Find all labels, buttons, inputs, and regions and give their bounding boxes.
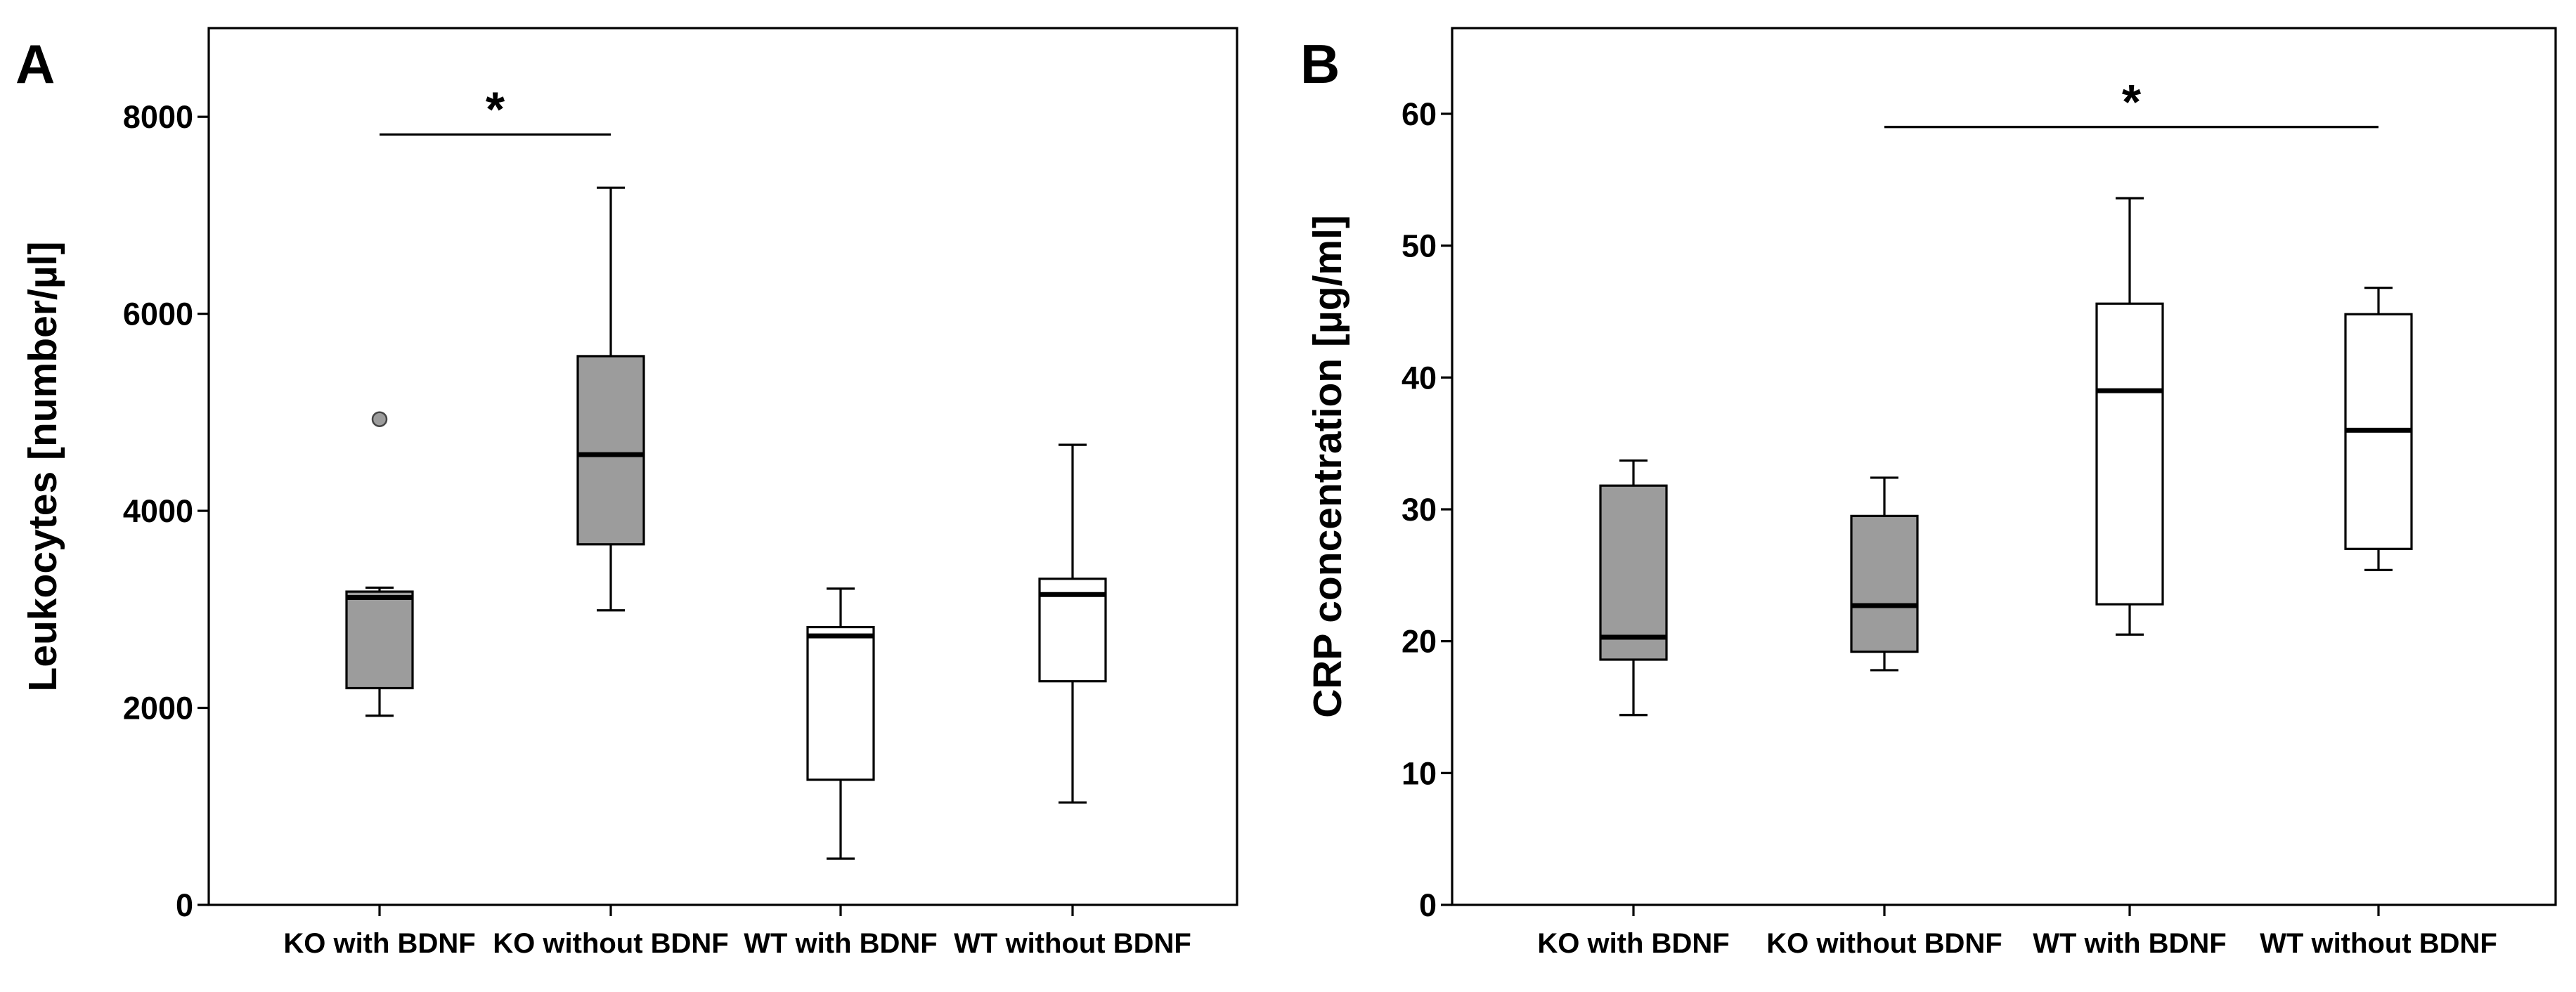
x-tick-label: KO without BDNF	[1766, 928, 2002, 959]
plot-frame	[1451, 27, 2557, 906]
panel-label: A	[15, 33, 55, 95]
box-iqr	[345, 590, 414, 690]
y-tick-label: 0	[1419, 887, 1437, 923]
significance-marker: *	[2122, 74, 2142, 129]
box-2	[1850, 476, 1919, 672]
y-tick-label: 4000	[123, 493, 193, 529]
x-tick-label: KO with BDNF	[283, 928, 475, 959]
x-tick-label: KO without BDNF	[493, 928, 729, 959]
y-tick-label: 2000	[123, 691, 193, 726]
plot-frame	[207, 27, 1238, 906]
box-3	[806, 587, 875, 860]
y-tick-label: 8000	[123, 99, 193, 135]
x-tick-label: WT without BDNF	[954, 928, 1191, 959]
x-tick-label: KO with BDNF	[1537, 928, 1729, 959]
x-tick-label: WT without BDNF	[2260, 928, 2497, 959]
panel-label: B	[1300, 33, 1340, 95]
outlier-point	[371, 411, 388, 427]
panel-b: B CRP concentration [µg/ml] 0 10 20 30 40 50 60 K…	[1300, 27, 2557, 959]
y-tick-label: 6000	[123, 296, 193, 332]
y-axis-title: Leukocytes [number/µl]	[20, 242, 65, 692]
y-tick-label: 10	[1402, 755, 1437, 791]
box-2	[576, 186, 645, 612]
y-tick-label: 0	[176, 887, 193, 923]
y-tick-label: 50	[1402, 228, 1437, 264]
significance-marker: *	[486, 81, 505, 136]
x-tick-label: WT with BDNF	[2033, 928, 2227, 959]
box-1	[345, 411, 414, 717]
y-axis-title: CRP concentration [µg/ml]	[1305, 215, 1350, 718]
box-1	[1599, 459, 1668, 717]
x-tick-label: WT with BDNF	[744, 928, 938, 959]
panel-a: A Leukocytes [number/µl] 0 2000 4000 6000 8000…	[15, 27, 1238, 959]
box-iqr	[1599, 484, 1668, 661]
y-tick-label: 40	[1402, 360, 1437, 396]
box-4	[1038, 443, 1107, 804]
box-4	[2344, 287, 2413, 571]
box-iqr	[806, 625, 875, 781]
box-3	[2095, 197, 2164, 636]
box-iqr	[2095, 302, 2164, 606]
y-tick-label: 30	[1402, 492, 1437, 528]
y-tick-label: 20	[1402, 624, 1437, 660]
y-tick-label: 60	[1402, 96, 1437, 132]
box-iqr	[576, 355, 645, 546]
box-iqr	[1850, 514, 1919, 653]
